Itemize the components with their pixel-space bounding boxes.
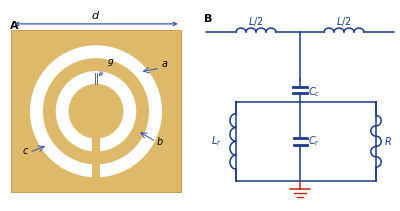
Text: $L/2$: $L/2$ xyxy=(248,15,264,28)
Text: $L/2$: $L/2$ xyxy=(336,15,352,28)
Text: $a$: $a$ xyxy=(161,59,168,69)
Text: A: A xyxy=(10,21,18,31)
Text: $b$: $b$ xyxy=(156,135,164,146)
Text: $c$: $c$ xyxy=(22,146,29,156)
Text: $g$: $g$ xyxy=(100,57,114,75)
Text: B: B xyxy=(204,14,212,24)
Text: $L_r$: $L_r$ xyxy=(211,134,221,148)
Circle shape xyxy=(56,72,136,151)
Text: $C_r$: $C_r$ xyxy=(308,134,320,148)
Text: $d$: $d$ xyxy=(92,9,100,21)
Circle shape xyxy=(31,46,161,177)
Bar xyxy=(11,30,181,192)
Text: $C_c$: $C_c$ xyxy=(308,85,321,99)
Circle shape xyxy=(69,85,123,138)
Bar xyxy=(92,162,100,179)
Bar xyxy=(92,136,100,153)
Circle shape xyxy=(44,59,148,164)
Text: $R$: $R$ xyxy=(384,135,392,147)
